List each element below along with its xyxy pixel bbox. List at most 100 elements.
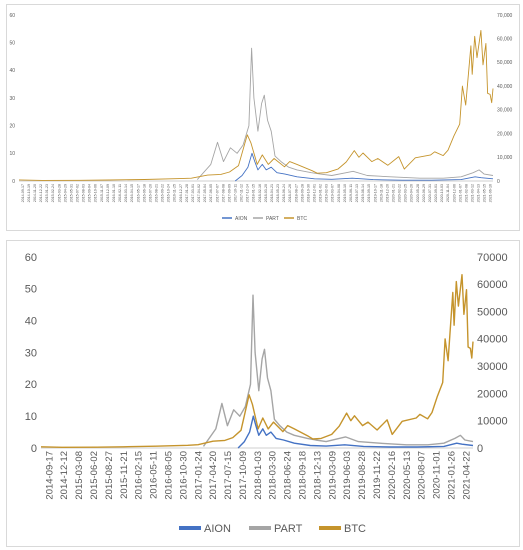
x-tick-label: 2019-05-10 bbox=[343, 184, 347, 202]
x-tick-label: 2020-07-31 bbox=[428, 184, 432, 202]
x-tick-label: 2014-10-19 bbox=[27, 184, 31, 202]
x-tick-label: 2017-07-15 bbox=[223, 451, 234, 500]
x-tick-label: 2018-02-16 bbox=[258, 184, 262, 202]
chart-small-svg: 0 10 20 30 40 50 60 0 10,000 20,000 30,000 40,000 50… bbox=[9, 13, 513, 222]
y-left-tick-label: 60 bbox=[9, 13, 15, 19]
x-tick-label: 2019-01-02 bbox=[319, 184, 323, 202]
x-tick-label: 2020-01-21 bbox=[391, 184, 395, 202]
y-right-tick-label: 40000 bbox=[477, 334, 508, 346]
x-tick-label: 2019-04-08 bbox=[337, 184, 341, 202]
series-line-aion bbox=[237, 415, 474, 449]
y-right-tick-label: 30,000 bbox=[497, 108, 513, 114]
y-left-tick-label: 40 bbox=[25, 316, 37, 328]
x-tick-label: 2016-04-15 bbox=[130, 184, 134, 202]
x-tick-label: 2019-06-11 bbox=[349, 184, 353, 202]
x-tick-label: 2018-06-24 bbox=[283, 451, 294, 500]
x-tick-label: 2020-10-03 bbox=[440, 184, 444, 202]
x-tick-label: 2021-03-12 bbox=[470, 184, 474, 202]
x-tick-label: 2016-09-22 bbox=[161, 184, 165, 202]
y-right-tick-label: 70,000 bbox=[497, 13, 513, 19]
x-tick-label: 2018-08-27 bbox=[294, 184, 298, 202]
x-tick-label: 2016-05-11 bbox=[149, 451, 160, 499]
x-tick-label: 2016-05-17 bbox=[136, 184, 140, 202]
y-left-tick-label: 0 bbox=[12, 179, 15, 185]
y-left-tick-label: 40 bbox=[9, 68, 15, 74]
x-tick-label: 2019-02-03 bbox=[325, 184, 329, 202]
x-tick-label: 2015-11-21 bbox=[119, 451, 130, 499]
x-tick-label: 2021-06-16 bbox=[489, 184, 493, 202]
x-tick-label: 2020-09-01 bbox=[434, 184, 438, 202]
x-tick-label: 2016-06-18 bbox=[142, 184, 146, 202]
y-left-tick-label: 50 bbox=[25, 284, 37, 296]
y-left-tick-label: 30 bbox=[9, 96, 15, 102]
x-tick-label: 2015-08-27 bbox=[104, 451, 115, 500]
x-tick-label: 2016-08-21 bbox=[154, 184, 158, 202]
x-tick-label: 2018-06-24 bbox=[282, 184, 286, 202]
x-tick-label: 2014-09-17 bbox=[21, 184, 25, 202]
x-tick-label: 2020-04-26 bbox=[410, 184, 414, 202]
x-tick-label: 2018-07-26 bbox=[288, 184, 292, 202]
x-tick-label: 2016-10-24 bbox=[167, 184, 171, 202]
x-tick-label: 2017-05-04 bbox=[203, 184, 207, 202]
legend-label-part: PART bbox=[274, 523, 303, 535]
x-tick-label: 2020-05-13 bbox=[402, 451, 413, 500]
y-right-tick-label: 70000 bbox=[477, 252, 508, 264]
x-tick-label: 2018-09-28 bbox=[300, 184, 304, 202]
series-line-btc bbox=[40, 274, 474, 448]
x-tick-label: 2018-01-03 bbox=[253, 451, 264, 500]
x-tick-label: 2017-04-20 bbox=[208, 451, 219, 500]
x-tick-label: 2015-03-08 bbox=[74, 451, 85, 500]
x-tick-label: 2015-09-04 bbox=[88, 184, 92, 202]
x-tick-label: 2019-07-13 bbox=[355, 184, 359, 202]
x-tick-label: 2017-04-02 bbox=[197, 184, 201, 202]
x-tick-label: 2019-03-07 bbox=[331, 184, 335, 202]
x-tick-label: 2016-07-20 bbox=[148, 184, 152, 202]
x-tick-label: 2019-08-14 bbox=[361, 184, 365, 202]
x-tick-label: 2018-12-01 bbox=[312, 184, 316, 202]
x-tick-label: 2015-08-03 bbox=[82, 184, 86, 202]
x-tick-label: 2015-11-07 bbox=[100, 184, 104, 202]
x-tick-label: 2018-03-20 bbox=[264, 184, 268, 202]
y-left-tick-label: 50 bbox=[9, 40, 15, 46]
x-tick-label: 2016-02-11 bbox=[118, 184, 122, 202]
x-tick-label: 2020-03-25 bbox=[404, 184, 408, 202]
y-right-tick-label: 50,000 bbox=[497, 60, 513, 66]
y-left-tick-label: 20 bbox=[9, 123, 15, 129]
x-tick-label: 2014-12-12 bbox=[59, 451, 70, 500]
x-tick-label: 2014-09-17 bbox=[44, 451, 55, 500]
x-tick-label: 2015-10-06 bbox=[94, 184, 98, 202]
y-left-tick-label: 30 bbox=[25, 347, 37, 359]
x-tick-label: 2018-12-13 bbox=[312, 451, 323, 500]
y-right-tick-label: 0 bbox=[497, 179, 500, 185]
x-tick-label: 2017-12-14 bbox=[246, 184, 250, 202]
x-tick-label: 2019-08-28 bbox=[357, 451, 368, 500]
series-line-aion bbox=[234, 152, 494, 182]
x-tick-label: 2018-10-30 bbox=[306, 184, 310, 202]
x-tick-label: 2020-12-06 bbox=[452, 184, 456, 202]
x-tick-label: 2016-01-10 bbox=[112, 184, 116, 202]
x-tick-label: 2019-11-18 bbox=[379, 184, 383, 202]
x-tick-label: 2020-02-16 bbox=[387, 451, 398, 500]
x-tick-label: 2016-10-30 bbox=[178, 451, 189, 500]
x-tick-label: 2019-12-20 bbox=[385, 184, 389, 202]
y-right-tick-label: 30000 bbox=[477, 361, 508, 373]
x-tick-label: 2015-12-09 bbox=[106, 184, 110, 202]
y-right-tick-label: 20,000 bbox=[497, 131, 513, 137]
x-tick-label: 2019-10-17 bbox=[373, 184, 377, 202]
x-tick-label: 2019-03-09 bbox=[327, 451, 338, 500]
x-tick-label: 2020-05-28 bbox=[416, 184, 420, 202]
x-tick-label: 2017-08-08 bbox=[221, 184, 225, 202]
x-tick-label: 2017-07-07 bbox=[215, 184, 219, 202]
y-left-tick-label: 10 bbox=[9, 151, 15, 157]
x-tick-label: 2018-01-15 bbox=[252, 184, 256, 202]
x-tick-label: 2015-05-31 bbox=[69, 184, 73, 202]
x-tick-label: 2017-03-01 bbox=[191, 184, 195, 202]
x-tick-label: 2015-07-02 bbox=[75, 184, 79, 202]
x-tick-label: 2020-11-04 bbox=[446, 184, 450, 202]
x-tick-label: 2018-03-30 bbox=[268, 451, 279, 500]
x-tick-label: 2015-01-23 bbox=[45, 184, 49, 202]
legend-label-aion: AION bbox=[235, 216, 248, 222]
x-tick-label: 2017-01-24 bbox=[193, 451, 204, 500]
x-tick-label: 2020-02-22 bbox=[398, 184, 402, 202]
y-right-tick-label: 10,000 bbox=[497, 155, 513, 161]
